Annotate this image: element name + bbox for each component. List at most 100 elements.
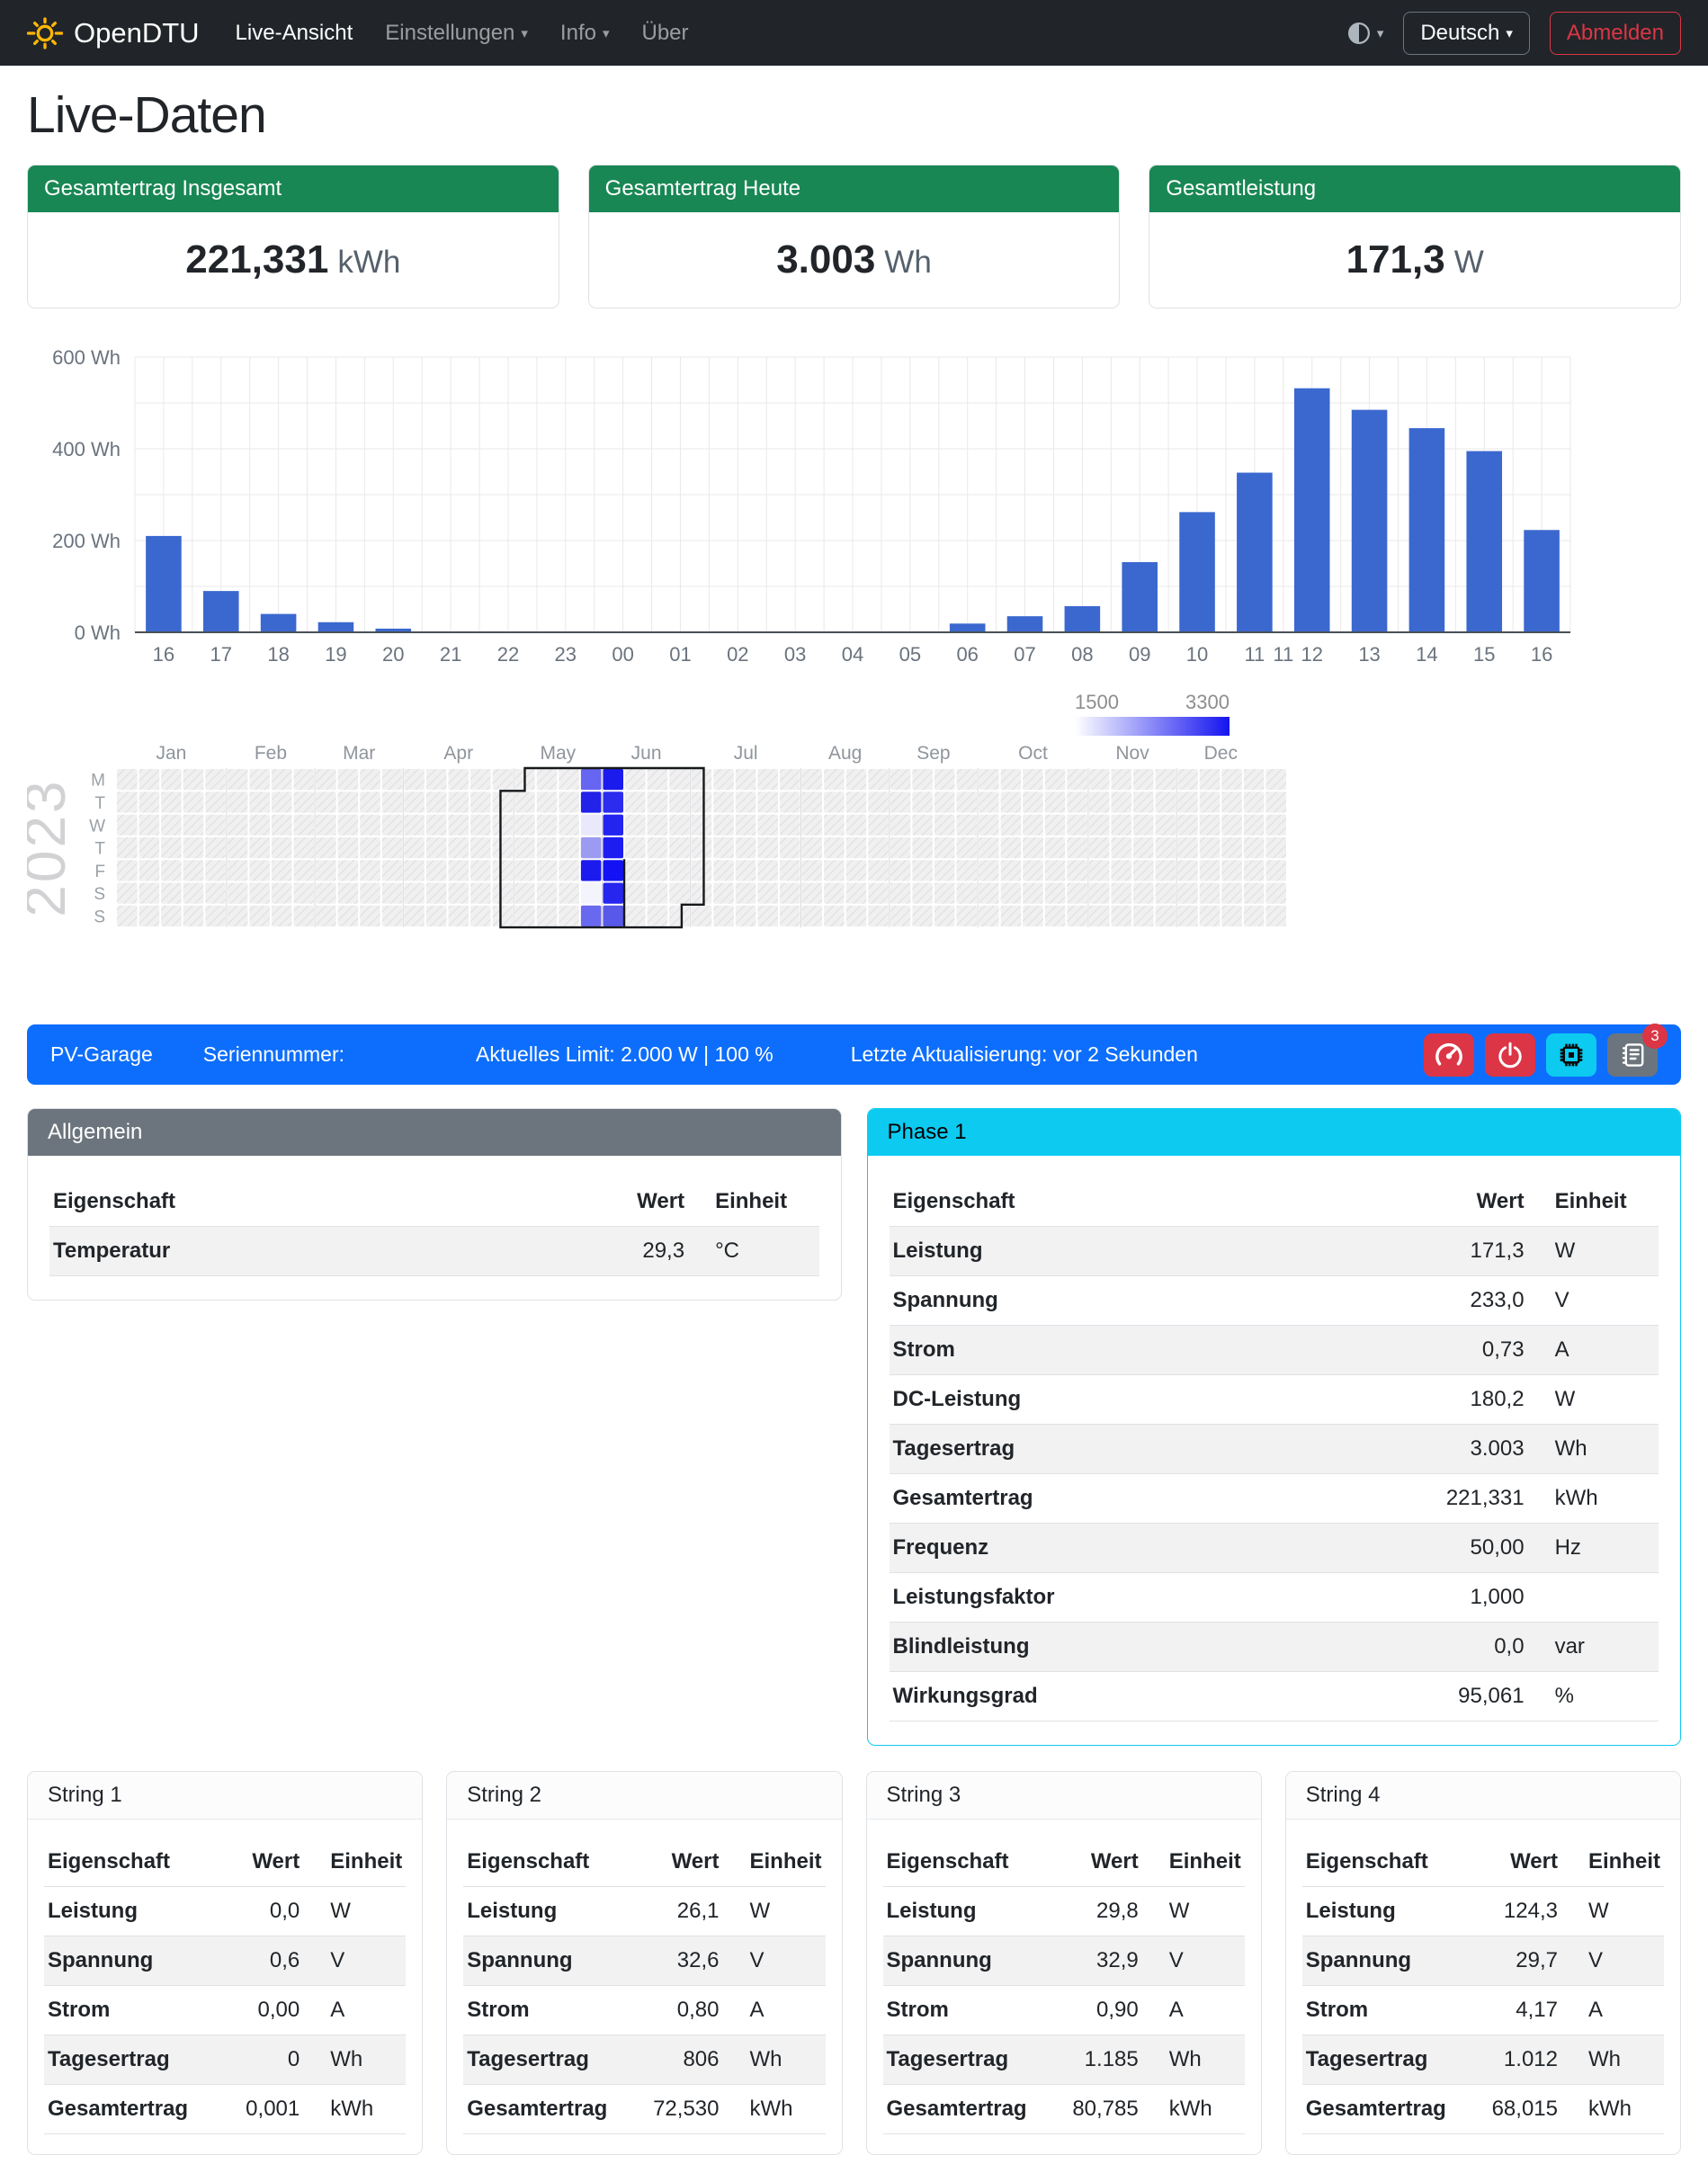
inverter-name: PV-Garage [50, 1042, 153, 1066]
nav-item-einstellungen[interactable]: Einstellungen ▾ [385, 21, 528, 46]
property-unit: W [1560, 1886, 1664, 1936]
svg-text:Nov: Nov [1115, 743, 1149, 764]
chevron-down-icon: ▾ [1506, 25, 1513, 41]
col-header-value: Wert [533, 1177, 689, 1227]
table-row: Tagesertrag 0 Wh [44, 2034, 407, 2085]
svg-text:0 Wh: 0 Wh [75, 622, 121, 644]
property-unit: A [1527, 1325, 1659, 1375]
property-unit: A [1141, 1985, 1245, 2035]
property-unit: W [1527, 1374, 1659, 1425]
legend-max-label: 3300 [1185, 691, 1230, 713]
col-header-value: Wert [230, 1838, 304, 1887]
power-toggle-button[interactable] [1485, 1033, 1535, 1077]
property-label: Gesamtertrag [1301, 2084, 1489, 2134]
theme-toggle[interactable]: ▾ [1347, 22, 1383, 45]
table-header-row: Eigenschaft Wert Einheit [1301, 1838, 1664, 1887]
svg-text:14: 14 [1416, 643, 1437, 666]
property-label: Strom [44, 1985, 231, 2035]
col-header-unit: Einheit [688, 1177, 819, 1227]
svg-text:05: 05 [899, 643, 921, 666]
table-row: Gesamtertrag 68,015 kWh [1301, 2084, 1664, 2134]
svg-text:M: M [91, 772, 105, 791]
chevron-down-icon: ▾ [602, 25, 610, 41]
svg-text:03: 03 [784, 643, 806, 666]
col-header-unit: Einheit [303, 1838, 407, 1887]
property-value: 26,1 [649, 1886, 723, 1936]
language-dropdown[interactable]: Deutsch ▾ [1403, 11, 1530, 55]
col-header-value: Wert [649, 1838, 723, 1887]
property-value: 29,8 [1069, 1886, 1142, 1936]
bar-13 [1351, 409, 1388, 632]
table-row: Strom 4,17 A [1301, 1985, 1664, 2035]
property-label: Strom [882, 1985, 1069, 2035]
property-unit: kWh [303, 2084, 407, 2134]
svg-text:17: 17 [210, 643, 232, 666]
summary-card-unit: kWh [337, 245, 401, 280]
svg-text:May: May [540, 743, 576, 764]
summary-card-title: Gesamtleistung [1149, 165, 1680, 212]
string-card-title: String 2 [447, 1772, 842, 1820]
col-header-unit: Einheit [1141, 1838, 1245, 1887]
svg-text:19: 19 [325, 643, 346, 666]
property-label: Leistungsfaktor [889, 1572, 1374, 1623]
heatmap-current-period-outline [499, 766, 705, 929]
property-unit: A [1560, 1985, 1664, 2035]
property-value: 1.012 [1488, 2034, 1561, 2085]
navbar: OpenDTU Live-Ansicht Einstellungen ▾ Info… [0, 0, 1708, 66]
svg-text:T: T [94, 840, 105, 859]
property-value: 50,00 [1373, 1523, 1528, 1573]
bar-20 [375, 628, 412, 632]
nav-item-ueber[interactable]: Über [641, 20, 689, 45]
property-label: Tagesertrag [889, 1424, 1374, 1474]
summary-card-total-yield: Gesamtertrag Insgesamt 221,331 kWh [27, 165, 559, 309]
nav-item-info[interactable]: Info ▾ [560, 21, 610, 46]
svg-text:Oct: Oct [1018, 743, 1048, 764]
table-row: Strom 0,80 A [463, 1985, 826, 2035]
properties-table: Eigenschaft Wert Einheit Leistung 0,0 W Sp… [44, 1838, 407, 2134]
property-unit: kWh [1560, 2084, 1664, 2134]
col-header-value: Wert [1488, 1838, 1561, 1887]
table-header-row: Eigenschaft Wert Einheit [882, 1838, 1245, 1887]
inverter-header-bar: PV-Garage Seriennummer: Aktuelles Limit:… [27, 1023, 1681, 1085]
table-row: Spannung 32,9 V [882, 1936, 1245, 1986]
app-brand[interactable]: OpenDTU [27, 15, 200, 51]
summary-card-title: Gesamtertrag Heute [588, 165, 1120, 212]
col-header-unit: Einheit [1527, 1177, 1659, 1227]
property-label: Gesamtertrag [44, 2084, 231, 2134]
svg-text:16: 16 [153, 643, 174, 666]
table-row: Spannung 0,6 V [44, 1936, 407, 1986]
table-row: Spannung 32,6 V [463, 1936, 826, 1986]
limit-settings-button[interactable] [1424, 1033, 1474, 1077]
col-header-property: Eigenschaft [463, 1838, 650, 1887]
table-row: Leistung 29,8 W [882, 1886, 1245, 1936]
property-unit: Wh [722, 2034, 826, 2085]
nav-links: Live-Ansicht Einstellungen ▾ Info ▾ Über [236, 21, 689, 46]
svg-text:11: 11 [1244, 643, 1265, 666]
property-unit: V [722, 1936, 826, 1986]
properties-table: Eigenschaft Wert Einheit Temperatur 29,3 … [49, 1177, 819, 1276]
bar-08 [1064, 605, 1101, 632]
property-value: 221,331 [1373, 1473, 1528, 1524]
logout-button[interactable]: Abmelden [1549, 11, 1681, 55]
property-label: Tagesertrag [1301, 2034, 1489, 2085]
property-unit: % [1527, 1671, 1659, 1721]
property-value: 72,530 [649, 2084, 723, 2134]
cpu-icon [1560, 1043, 1583, 1066]
property-value: 180,2 [1373, 1374, 1528, 1425]
last-update: Letzte Aktualisierung: vor 2 Sekunden [850, 1042, 1198, 1066]
nav-item-live-ansicht[interactable]: Live-Ansicht [235, 20, 353, 45]
svg-text:04: 04 [842, 643, 863, 666]
svg-text:Sep: Sep [917, 743, 950, 764]
property-label: Tagesertrag [882, 2034, 1069, 2085]
svg-text:00: 00 [612, 643, 633, 666]
table-header-row: Eigenschaft Wert Einheit [44, 1838, 407, 1887]
property-unit [1527, 1572, 1659, 1623]
string-cards-row: String 1 Eigenschaft Wert Einheit Leistun… [27, 1771, 1681, 2155]
event-log-button[interactable]: 3 [1607, 1023, 1668, 1077]
svg-text:20: 20 [382, 643, 404, 666]
property-label: Spannung [44, 1936, 231, 1986]
device-info-button[interactable] [1546, 1033, 1596, 1077]
property-unit: V [303, 1936, 407, 1986]
detail-cards-row: Allgemein Eigenschaft Wert Einheit Temper… [27, 1108, 1681, 1746]
